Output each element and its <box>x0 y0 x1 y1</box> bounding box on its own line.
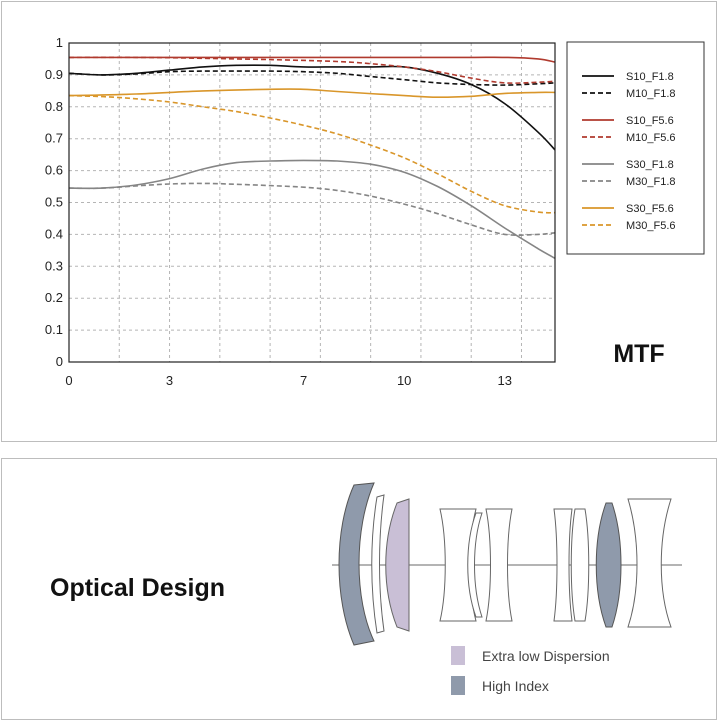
x-tick-label: 0 <box>65 373 72 388</box>
y-tick-label: 1 <box>56 35 63 50</box>
legend-label: M10_F1.8 <box>626 88 676 100</box>
mtf-panel: 0 0.1 0.2 0.3 0.4 0.5 0.6 0.7 0.8 0.9 1 0 3 7 10 13 S1… <box>1 1 717 442</box>
y-tick-label: 0.9 <box>45 67 63 82</box>
y-tick-label: 0.1 <box>45 322 63 337</box>
x-tick-label: 3 <box>166 373 173 388</box>
lens-element-10 <box>627 498 672 628</box>
lens-element-1-high-index <box>338 482 375 646</box>
optical-design-title: Optical Design <box>50 574 225 602</box>
series-line-s30-f1-8 <box>68 159 556 259</box>
lens-element-5 <box>467 512 483 618</box>
grid <box>69 43 555 362</box>
legend-swatch-high-index <box>451 676 465 695</box>
plot-border <box>68 42 556 363</box>
y-tick-label: 0.7 <box>45 131 63 146</box>
chart-title: MTF <box>613 340 664 368</box>
y-tick-label: 0.3 <box>45 258 63 273</box>
legend-label: M30_F1.8 <box>626 176 676 188</box>
legend-box <box>566 41 705 255</box>
series-layer <box>68 56 556 259</box>
y-tick-label: 0 <box>56 354 63 369</box>
mtf-chart: 0 0.1 0.2 0.3 0.4 0.5 0.6 0.7 0.8 0.9 1 0 3 7 10 13 S1… <box>45 35 705 388</box>
series-line-m30-f5-6 <box>68 94 556 214</box>
series-line-s10-f1-8 <box>68 64 556 151</box>
lens-element-9-high-index <box>595 502 622 628</box>
lens-element-6 <box>485 508 513 622</box>
legend-label: S10_F5.6 <box>626 115 674 127</box>
legend-label-extra-low-dispersion: Extra low Dispersion <box>482 648 610 664</box>
y-tick-label: 0.4 <box>45 226 63 241</box>
y-tick-label: 0.6 <box>45 163 63 178</box>
legend-swatch-extra-low-dispersion <box>451 646 465 665</box>
lens-element-7 <box>553 508 573 622</box>
series-line-m10-f1-8 <box>68 70 556 86</box>
legend-label: S10_F1.8 <box>626 71 674 83</box>
y-tick-label: 0.5 <box>45 195 63 210</box>
x-tick-labels: 0 3 7 10 13 <box>65 373 512 388</box>
series-line-s30-f5-6 <box>68 88 556 99</box>
x-tick-label: 10 <box>397 373 411 388</box>
optical-design-panel: Optical Design Extra low Dispersion High… <box>1 458 717 720</box>
legend-label-high-index: High Index <box>482 678 549 694</box>
legend: S10_F1.8 M10_F1.8 S10_F5.6 M10_F5.6 S30_F1.8… <box>582 71 676 232</box>
x-tick-label: 13 <box>497 373 511 388</box>
x-tick-label: 7 <box>300 373 307 388</box>
legend-label: M10_F5.6 <box>626 132 676 144</box>
legend-label: S30_F5.6 <box>626 203 674 215</box>
legend-label: S30_F1.8 <box>626 159 674 171</box>
legend-label: M30_F5.6 <box>626 220 676 232</box>
lens-element-8 <box>570 508 590 622</box>
lens-element-2 <box>371 494 385 634</box>
lens-element-3-extra-low-dispersion <box>385 498 410 632</box>
y-tick-label: 0.8 <box>45 99 63 114</box>
series-line-m30-f1-8 <box>68 182 556 236</box>
y-tick-labels: 0 0.1 0.2 0.3 0.4 0.5 0.6 0.7 0.8 0.9 1 <box>45 35 63 369</box>
optical-design-figure: Optical Design Extra low Dispersion High… <box>50 482 682 695</box>
y-tick-label: 0.2 <box>45 290 63 305</box>
